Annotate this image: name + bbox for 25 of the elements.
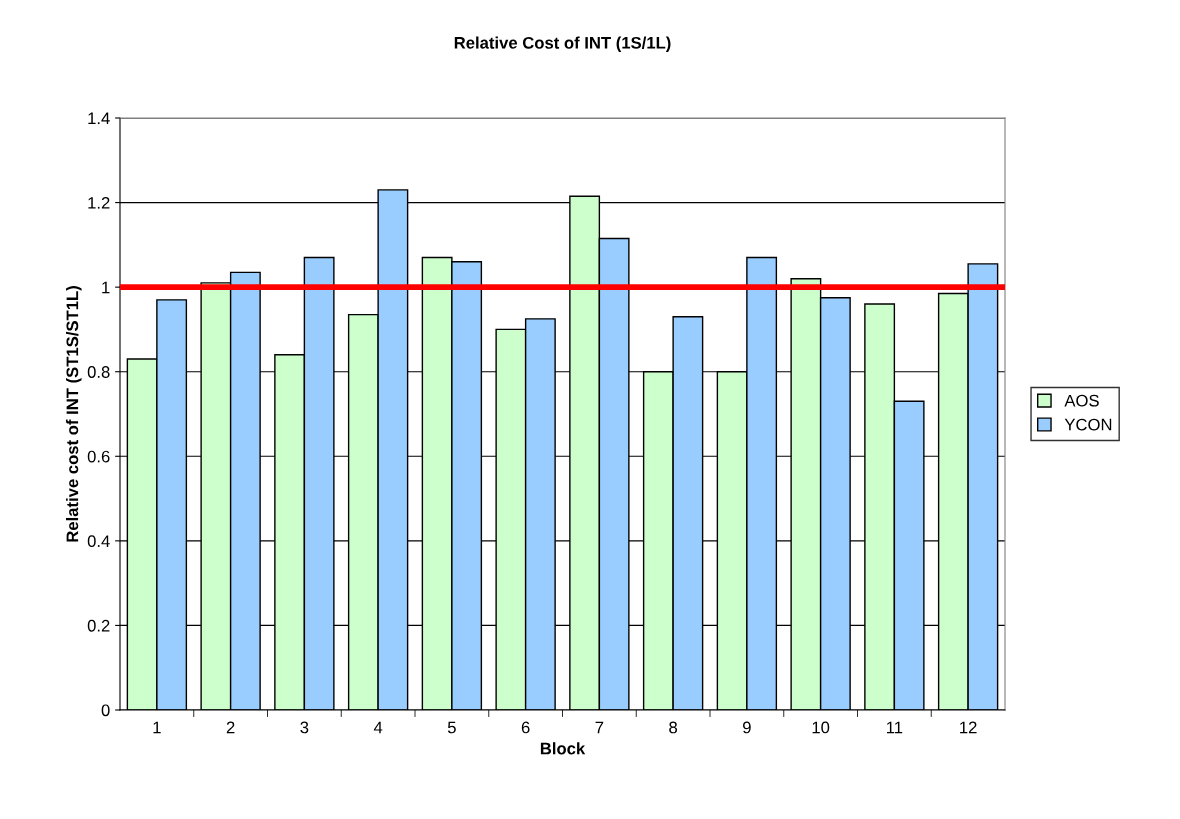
y-tick-label: 1 [102,281,110,294]
y-tick-label: 1.2 [88,196,110,209]
x-tick-label: 3 [300,721,309,734]
x-tick-label: 5 [447,721,456,734]
y-tick-label: 1.4 [88,112,110,125]
y-tick-label: 0.8 [87,366,110,378]
x-tick-label: 2 [226,721,235,734]
chart-title: Relative Cost of INT (1S/1L) [454,36,671,53]
legend-label: YCON [1064,418,1112,431]
x-tick-label: 10 [812,721,830,734]
x-tick-label: 9 [743,721,751,734]
x-axis-title: Block [540,742,586,755]
legend-label: AOS [1064,394,1099,407]
x-tick-label: 4 [373,721,383,734]
x-tick-label: 11 [886,721,903,734]
y-axis-title: Relative cost of INT (ST1S/ST1L) [66,286,82,542]
y-tick-label: 0.6 [87,450,110,463]
y-tick-label: 0 [101,704,110,717]
x-tick-label: 12 [960,721,977,734]
y-tick-label: 0.4 [87,535,110,548]
x-tick-label: 6 [521,721,530,734]
y-tick-label: 0.2 [87,619,110,632]
x-tick-label: 8 [669,721,678,734]
x-tick-label: 1 [153,721,161,734]
x-tick-label: 7 [595,721,604,734]
